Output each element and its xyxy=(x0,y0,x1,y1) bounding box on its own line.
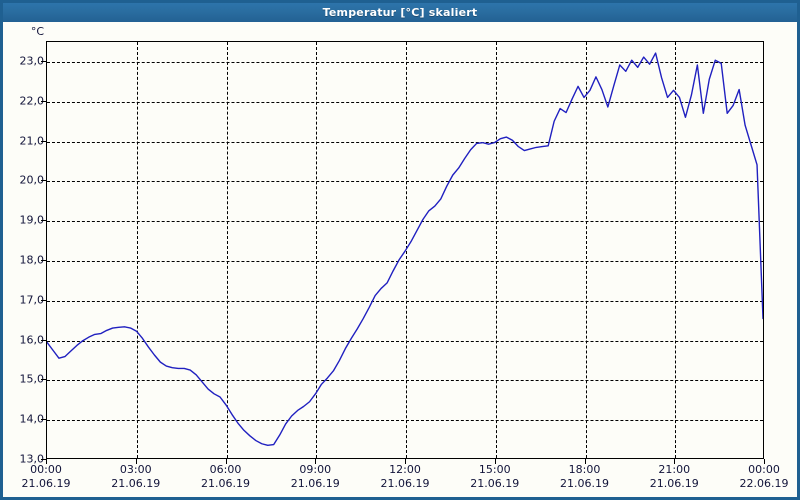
x-axis-tick xyxy=(494,459,496,464)
gridline-horizontal xyxy=(47,300,763,302)
x-tick-date: 21.06.19 xyxy=(380,477,430,490)
y-axis-tick xyxy=(41,459,46,460)
y-axis-tick-label: 23,0 xyxy=(19,54,45,68)
y-axis-tick-label: 15,0 xyxy=(19,372,45,386)
gridline-horizontal xyxy=(47,420,763,422)
x-tick-time: 18:00 xyxy=(568,463,601,476)
y-axis-tick-label: 14,0 xyxy=(19,412,45,426)
y-axis-tick xyxy=(41,259,46,261)
x-axis-tick-label: 12:00 21.06.19 xyxy=(362,463,448,491)
window-title: Temperatur [°C] skaliert xyxy=(322,6,478,19)
gridline-vertical xyxy=(316,42,318,458)
gridline-vertical xyxy=(675,42,677,458)
x-tick-time: 21:00 xyxy=(658,463,691,476)
gridline-vertical xyxy=(226,42,228,458)
y-axis-tick xyxy=(41,339,46,341)
gridline-horizontal xyxy=(47,181,763,183)
x-tick-date: 21.06.19 xyxy=(111,477,161,490)
y-axis-labels: 13,0 14,0 15,0 16,0 17,0 18,0 19,0 20,0 21,0 22,0… xyxy=(3,41,46,466)
gridline-horizontal xyxy=(47,141,763,143)
x-tick-date: 22.06.19 xyxy=(739,477,789,490)
x-axis-tick xyxy=(674,459,676,464)
gridline-horizontal xyxy=(47,340,763,342)
x-axis-tick-label: 00:00 22.06.19 xyxy=(721,463,797,491)
y-axis-tick xyxy=(41,299,46,301)
x-axis-tick xyxy=(46,459,47,464)
y-axis-tick-label: 17,0 xyxy=(19,293,45,307)
x-tick-date: 21.06.19 xyxy=(21,477,71,490)
gridline-horizontal xyxy=(47,221,763,223)
x-tick-time: 09:00 xyxy=(299,463,332,476)
x-tick-date: 21.06.19 xyxy=(649,477,699,490)
x-axis-tick xyxy=(315,459,317,464)
gridline-horizontal xyxy=(47,61,763,63)
temperature-series xyxy=(47,52,763,447)
y-axis-tick-label: 21,0 xyxy=(19,134,45,148)
gridline-vertical xyxy=(136,42,138,458)
window-titlebar: Temperatur [°C] skaliert xyxy=(3,3,797,22)
x-axis-tick xyxy=(764,459,765,464)
x-tick-time: 12:00 xyxy=(389,463,421,476)
x-axis-tick xyxy=(135,459,137,464)
x-tick-date: 21.06.19 xyxy=(201,477,250,490)
chart-canvas: °C 13,0 14,0 15,0 16,0 17,0 18,0 19,0 20,0 21,0 2… xyxy=(3,22,797,497)
x-axis-tick xyxy=(225,459,227,464)
x-axis-tick-label: 18:00 21.06.19 xyxy=(542,463,628,491)
y-axis-tick xyxy=(41,220,46,222)
x-tick-date: 21.06.19 xyxy=(560,477,609,490)
y-axis-tick xyxy=(41,140,46,142)
y-axis-tick-label: 19,0 xyxy=(19,213,45,227)
y-axis-tick xyxy=(41,100,46,102)
x-axis-tick-label: 00:00 21.06.19 xyxy=(3,463,89,491)
x-tick-time: 03:00 xyxy=(119,463,152,476)
x-tick-date: 21.06.19 xyxy=(470,477,520,490)
y-axis-tick xyxy=(41,60,46,62)
y-axis-tick-label: 13,0 xyxy=(19,452,45,466)
x-axis-tick xyxy=(405,459,406,464)
x-axis-tick-label: 03:00 21.06.19 xyxy=(93,463,179,491)
y-axis-tick-label: 16,0 xyxy=(19,333,45,347)
y-axis-tick-label: 20,0 xyxy=(19,173,45,187)
temperature-line xyxy=(47,52,763,447)
x-tick-time: 15:00 xyxy=(478,463,511,476)
x-axis-tick-label: 21:00 21.06.19 xyxy=(631,463,717,491)
y-axis-tick xyxy=(41,419,46,421)
x-axis-tick xyxy=(584,459,586,464)
x-tick-date: 21.06.19 xyxy=(290,477,340,490)
gridline-horizontal xyxy=(47,101,763,103)
gridline-vertical xyxy=(495,42,497,458)
x-axis-tick-label: 15:00 21.06.19 xyxy=(452,463,538,491)
y-axis-tick xyxy=(41,180,46,182)
x-tick-time: 00:00 xyxy=(30,463,62,476)
gridline-horizontal xyxy=(47,260,763,262)
gridline-vertical xyxy=(585,42,587,458)
x-tick-time: 00:00 xyxy=(748,463,780,476)
y-axis-tick xyxy=(41,379,46,381)
x-axis-tick-label: 09:00 21.06.19 xyxy=(272,463,358,491)
y-axis-tick-label: 22,0 xyxy=(19,94,45,108)
y-axis-title: °C xyxy=(30,25,44,38)
plot-area xyxy=(46,41,764,459)
gridline-horizontal xyxy=(47,380,763,382)
x-tick-time: 06:00 xyxy=(209,463,242,476)
y-axis-tick-label: 18,0 xyxy=(19,253,45,267)
x-axis-tick-label: 06:00 21.06.19 xyxy=(183,463,269,491)
